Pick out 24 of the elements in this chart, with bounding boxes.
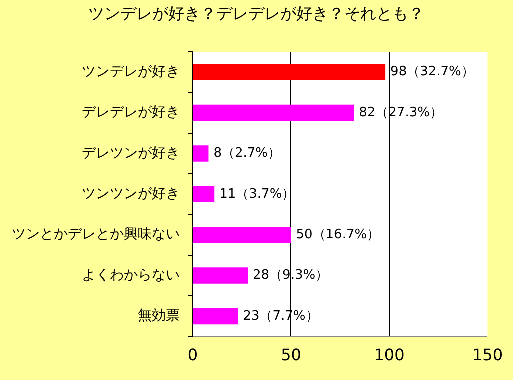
y-tick-label: よくわからない: [82, 267, 180, 284]
data-label: 82（27.3%）: [359, 105, 443, 120]
x-tick-label: 150: [472, 346, 504, 365]
y-tick-label: ツンツンが好き: [82, 186, 180, 202]
y-tick-label: デレデレが好き: [82, 104, 180, 121]
x-tick-label: 100: [374, 346, 405, 365]
data-label: 11（3.7%）: [220, 186, 296, 202]
data-label: 50（16.7%）: [296, 227, 380, 242]
x-tick-label: 50: [281, 346, 302, 365]
bar: [193, 64, 386, 80]
data-label: 8（2.7%）: [214, 146, 282, 162]
bar: [193, 226, 292, 244]
x-tick-label: 0: [188, 346, 198, 365]
bar: [193, 186, 215, 203]
y-tick-label: ツンとかデレとか興味ない: [12, 226, 180, 243]
bar: [193, 308, 238, 325]
chart-title: ツンデレが好き？デレデレが好き？それとも？: [88, 4, 426, 25]
bar: [193, 146, 209, 162]
bar: [193, 104, 354, 122]
y-tick-label: ツンデレが好き: [82, 64, 180, 80]
y-tick-label: デレツンが好き: [82, 145, 180, 162]
bar: [193, 268, 248, 284]
y-tick-label: 無効票: [138, 308, 180, 324]
data-label: 98（32.7%）: [390, 64, 474, 80]
